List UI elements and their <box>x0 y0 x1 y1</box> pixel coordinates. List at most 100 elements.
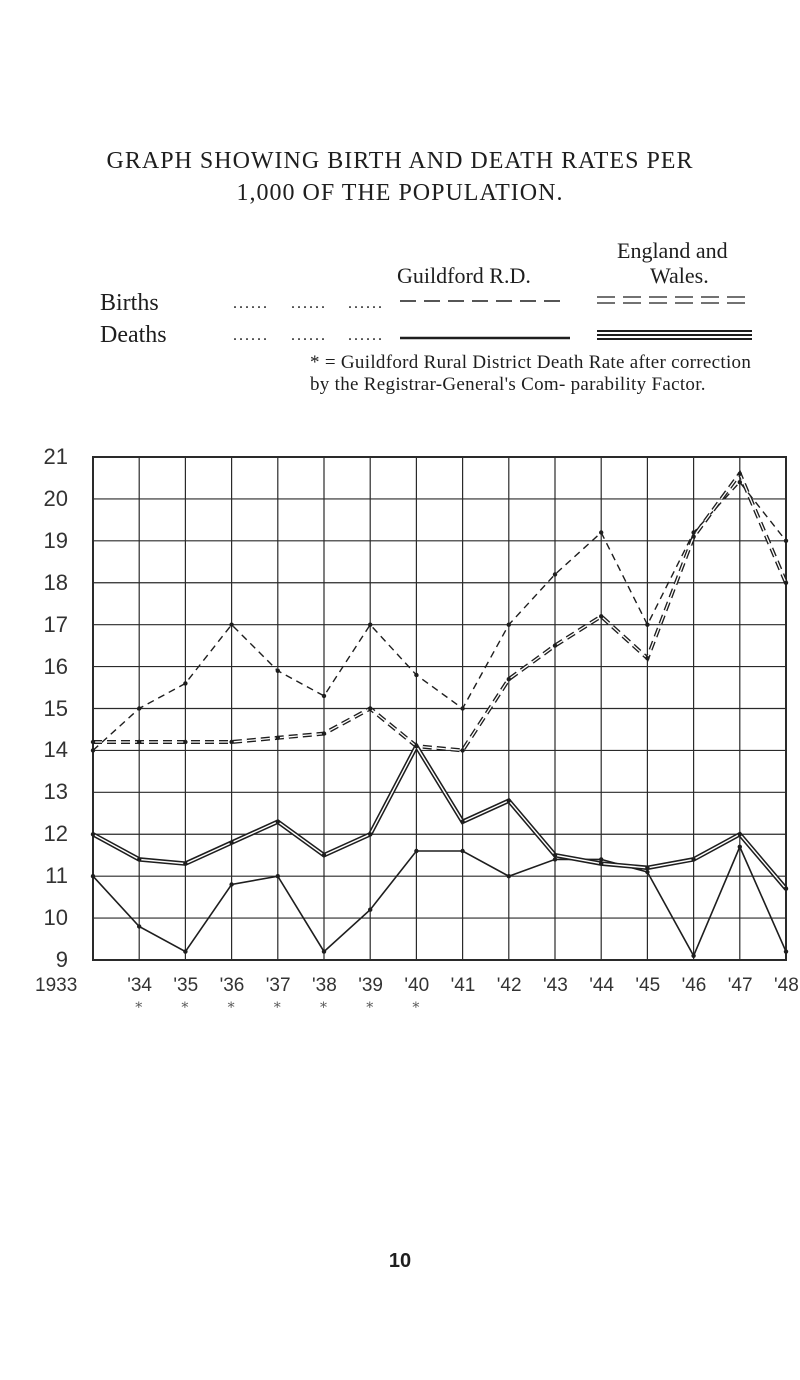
data-point <box>90 748 96 753</box>
data-point <box>183 949 188 954</box>
data-point <box>552 853 558 858</box>
data-point <box>599 857 604 862</box>
series-line-deaths-guildford <box>92 844 787 958</box>
data-point <box>691 857 696 862</box>
data-point <box>368 622 373 627</box>
legend-dots: ...... <box>291 295 327 312</box>
y-tick-label: 20 <box>43 485 68 511</box>
x-tick-label: '38 <box>312 975 337 996</box>
x-tick-label: '37 <box>265 975 291 996</box>
y-tick-label: 18 <box>43 569 68 595</box>
data-point <box>90 874 96 879</box>
data-point <box>321 731 327 736</box>
y-tick-label: 9 <box>55 947 68 972</box>
y-tick-label: 12 <box>43 821 68 847</box>
data-point <box>691 953 696 958</box>
data-point <box>275 668 280 673</box>
data-point <box>645 865 650 870</box>
legend-dots: ...... <box>291 327 327 344</box>
data-point <box>321 949 327 954</box>
data-point <box>506 874 511 879</box>
data-point <box>321 693 327 699</box>
data-point <box>737 471 742 476</box>
data-point <box>275 735 280 740</box>
data-point <box>552 857 558 862</box>
data-point <box>460 819 465 824</box>
x-tick-star: * <box>366 1000 374 1016</box>
data-point <box>137 706 142 711</box>
data-point <box>137 857 142 862</box>
y-tick-label: 13 <box>43 779 68 805</box>
x-tick-label: '43 <box>543 975 568 996</box>
series-line-births-guildford <box>92 481 787 751</box>
data-point <box>645 656 650 661</box>
legend-dots: ...... <box>233 295 269 312</box>
y-tick-label: 15 <box>43 695 68 721</box>
legend-row-births: Births <box>100 290 159 316</box>
y-tick-label: 11 <box>45 863 68 889</box>
series-line-births-england-inner <box>93 472 787 752</box>
series-line-deaths-england-inner <box>92 744 787 890</box>
x-tick-star: * <box>181 1000 189 1016</box>
data-point <box>321 853 327 858</box>
data-point <box>506 798 511 803</box>
legend-header-england-line1: England and <box>617 238 728 263</box>
data-point <box>275 874 280 879</box>
x-tick-label: '42 <box>496 975 522 996</box>
data-point <box>137 739 142 745</box>
legend-header-england-line2: Wales. <box>650 263 709 288</box>
data-point <box>783 580 789 585</box>
data-point <box>552 643 558 648</box>
x-tick-star: * <box>273 1000 281 1016</box>
data-point <box>645 869 650 875</box>
data-point <box>506 677 511 682</box>
y-tick-label: 10 <box>43 905 68 931</box>
x-tick-label: '34 <box>127 975 152 996</box>
data-point <box>229 840 234 845</box>
data-point <box>229 882 234 887</box>
y-tick-label: 16 <box>43 653 68 679</box>
data-point <box>183 681 188 686</box>
data-point <box>599 530 604 535</box>
data-point <box>368 832 373 837</box>
legend-line-samples <box>400 296 752 340</box>
x-tick-star: * <box>412 1000 420 1016</box>
chart-series <box>90 469 789 958</box>
x-tick-star: * <box>227 1000 235 1016</box>
data-point <box>90 739 96 745</box>
footnote: * = Guildford Rural District Death Rate … <box>310 352 752 395</box>
data-point <box>460 848 465 854</box>
chart-grid <box>92 456 787 961</box>
x-tick-star: * <box>320 1000 327 1016</box>
data-point <box>229 739 234 745</box>
page-number: 10 <box>388 1250 412 1272</box>
data-point <box>183 739 188 745</box>
data-point <box>460 706 465 711</box>
data-point <box>645 622 650 627</box>
data-point <box>737 832 742 837</box>
x-tick-label: '39 <box>358 975 383 996</box>
data-point <box>783 538 789 543</box>
x-tick-label: '41 <box>450 975 476 996</box>
data-point <box>368 907 373 912</box>
y-tick-label: 19 <box>43 527 68 553</box>
data-point <box>460 748 465 753</box>
data-point <box>368 706 373 711</box>
data-point <box>506 622 511 627</box>
chart-title-line1: GRAPH SHOWING BIRTH AND DEATH RATES PER <box>106 148 694 174</box>
x-tick-label: '48 <box>774 975 799 996</box>
x-tick-label: '36 <box>219 975 245 996</box>
data-point <box>783 886 789 891</box>
x-tick-label: '47 <box>727 975 753 996</box>
legend-dots: ...... <box>233 327 269 344</box>
data-point <box>737 480 742 485</box>
x-tick-label: '45 <box>635 975 661 996</box>
y-tick-label: 21 <box>43 444 68 469</box>
data-point <box>737 844 742 849</box>
data-point <box>552 572 558 577</box>
legend-dots: ...... <box>348 327 384 344</box>
data-point <box>414 672 419 678</box>
data-point <box>599 861 604 866</box>
data-point <box>275 819 280 824</box>
